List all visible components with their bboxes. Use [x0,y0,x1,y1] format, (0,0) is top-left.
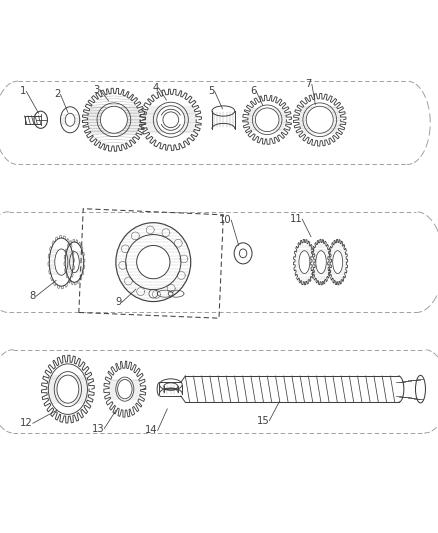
Text: 9: 9 [115,297,122,308]
Text: 3: 3 [94,85,100,94]
Text: 12: 12 [20,418,33,429]
Text: 15: 15 [257,416,269,426]
Text: 4: 4 [152,83,159,93]
Text: 10: 10 [219,215,231,225]
Text: 6: 6 [250,86,256,96]
Text: 5: 5 [208,86,215,96]
Text: 8: 8 [30,291,36,301]
Text: 1: 1 [20,86,26,96]
Text: 11: 11 [290,214,302,224]
Text: 2: 2 [54,90,60,99]
Text: 13: 13 [92,424,104,433]
Text: 7: 7 [305,79,312,90]
Text: 14: 14 [145,425,158,435]
